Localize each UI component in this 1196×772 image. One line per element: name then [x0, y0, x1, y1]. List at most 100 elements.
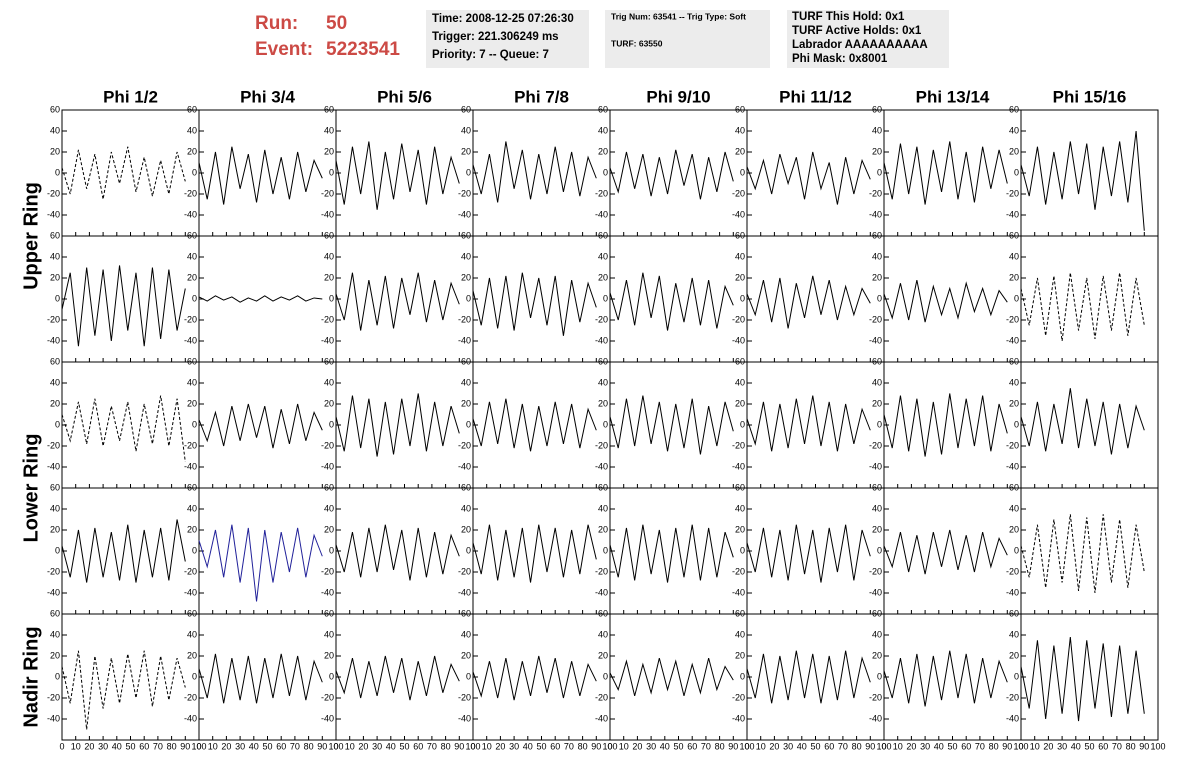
- x-tick-label: 90: [1139, 741, 1149, 751]
- x-tick-label: 40: [386, 741, 396, 751]
- x-tick-label: 0: [333, 741, 338, 751]
- x-tick-label: 70: [975, 741, 985, 751]
- y-tick-label: -20: [1006, 692, 1019, 702]
- waveform: [198, 524, 323, 602]
- event-number: 5223541: [326, 39, 400, 60]
- x-tick-label: 100: [191, 741, 206, 751]
- y-tick-label: 0: [1014, 293, 1019, 303]
- y-tick-label: 60: [324, 482, 334, 492]
- y-tick-label: 0: [877, 167, 882, 177]
- panel-frame: [746, 109, 885, 237]
- x-tick-label: 90: [317, 741, 327, 751]
- y-tick-label: -40: [458, 335, 471, 345]
- y-tick-label: 60: [461, 104, 471, 114]
- y-tick-label: 60: [461, 482, 471, 492]
- y-tick-label: 20: [1009, 146, 1019, 156]
- y-tick-label: 0: [877, 293, 882, 303]
- x-tick-label: 90: [1002, 741, 1012, 751]
- waveform: [746, 524, 871, 583]
- x-tick-label: 80: [852, 741, 862, 751]
- y-tick-label: 40: [735, 629, 745, 639]
- y-tick-label: 0: [877, 545, 882, 555]
- y-tick-label: -40: [595, 461, 608, 471]
- panel-frame: [198, 235, 337, 363]
- y-tick-label: 20: [50, 524, 60, 534]
- y-tick-label: -20: [184, 440, 197, 450]
- y-tick-label: 40: [872, 125, 882, 135]
- column-header: Phi 7/8: [514, 87, 569, 106]
- y-tick-label: 20: [598, 146, 608, 156]
- y-tick-label: -40: [595, 587, 608, 597]
- waveform: [609, 149, 734, 200]
- y-tick-label: 20: [735, 524, 745, 534]
- y-tick-label: 20: [735, 398, 745, 408]
- y-tick-label: 20: [872, 524, 882, 534]
- y-tick-label: 60: [735, 230, 745, 240]
- column-header: Phi 1/2: [103, 87, 158, 106]
- y-tick-label: 40: [461, 503, 471, 513]
- x-tick-label: 80: [715, 741, 725, 751]
- y-tick-label: -40: [869, 209, 882, 219]
- panel-frame: [1020, 487, 1159, 615]
- panel-frame: [61, 235, 200, 363]
- y-tick-label: 60: [735, 482, 745, 492]
- y-tick-label: 0: [603, 671, 608, 681]
- waveform: [335, 393, 460, 457]
- y-tick-label: -40: [321, 209, 334, 219]
- y-tick-label: -20: [732, 692, 745, 702]
- y-tick-label: 60: [461, 356, 471, 366]
- x-tick-label: 10: [893, 741, 903, 751]
- waveform: [746, 275, 871, 329]
- y-tick-label: -20: [1006, 188, 1019, 198]
- waveform: [746, 151, 871, 205]
- y-tick-label: 40: [324, 377, 334, 387]
- y-tick-label: -40: [732, 209, 745, 219]
- row-label: Lower Ring: [20, 434, 42, 543]
- y-tick-label: -20: [321, 566, 334, 576]
- waveform: [472, 398, 597, 452]
- x-tick-label: 60: [276, 741, 286, 751]
- y-tick-label: 20: [1009, 398, 1019, 408]
- y-tick-label: -40: [732, 335, 745, 345]
- y-tick-label: -40: [458, 713, 471, 723]
- y-tick-label: -20: [458, 566, 471, 576]
- waveform: [609, 272, 734, 331]
- x-tick-label: 90: [180, 741, 190, 751]
- y-tick-label: 20: [50, 146, 60, 156]
- y-tick-label: -20: [595, 314, 608, 324]
- y-tick-label: 40: [187, 125, 197, 135]
- y-tick-label: -40: [732, 461, 745, 471]
- x-tick-label: 70: [290, 741, 300, 751]
- y-tick-label: -20: [595, 692, 608, 702]
- y-tick-label: -40: [321, 587, 334, 597]
- x-tick-label: 100: [739, 741, 754, 751]
- waveform: [883, 393, 1008, 457]
- x-tick-label: 60: [550, 741, 560, 751]
- y-tick-label: -40: [47, 335, 60, 345]
- y-tick-label: 0: [55, 419, 60, 429]
- y-tick-label: 20: [461, 524, 471, 534]
- y-tick-label: 0: [740, 167, 745, 177]
- x-tick-label: 90: [591, 741, 601, 751]
- y-tick-label: 60: [1009, 608, 1019, 618]
- y-tick-label: -20: [1006, 566, 1019, 576]
- y-tick-label: -20: [732, 566, 745, 576]
- y-tick-label: 20: [1009, 524, 1019, 534]
- y-tick-label: -20: [47, 692, 60, 702]
- panel-frame: [198, 361, 337, 489]
- y-tick-label: -40: [595, 209, 608, 219]
- y-tick-label: 40: [461, 251, 471, 261]
- y-tick-label: 40: [872, 629, 882, 639]
- panel-frame: [609, 109, 748, 237]
- y-tick-label: 20: [187, 272, 197, 282]
- y-tick-label: -40: [869, 587, 882, 597]
- y-tick-label: 40: [50, 503, 60, 513]
- info-text: Priority: 7 -- Queue: 7: [432, 49, 549, 61]
- x-tick-label: 50: [673, 741, 683, 751]
- y-tick-label: -20: [595, 566, 608, 576]
- y-tick-label: -20: [458, 692, 471, 702]
- waveform: [61, 395, 186, 462]
- y-tick-label: 20: [50, 398, 60, 408]
- y-tick-label: 20: [324, 146, 334, 156]
- x-tick-label: 50: [262, 741, 272, 751]
